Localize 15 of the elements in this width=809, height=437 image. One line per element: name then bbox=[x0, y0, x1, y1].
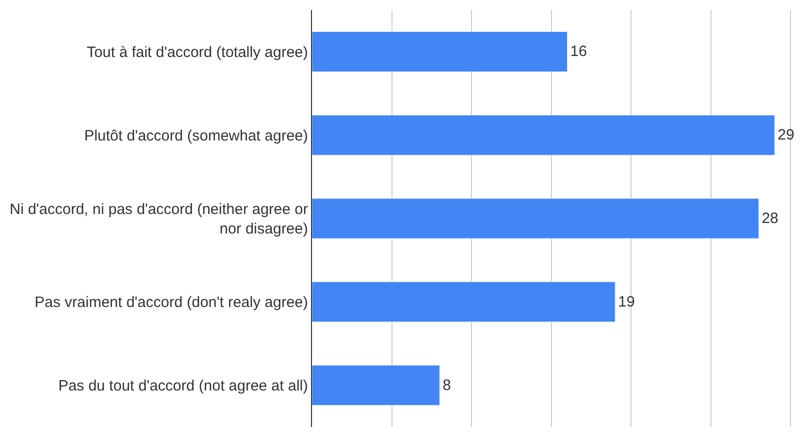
bar bbox=[312, 282, 616, 322]
bar bbox=[312, 114, 775, 156]
data-label: 16 bbox=[570, 43, 587, 60]
data-label: 19 bbox=[618, 293, 635, 310]
bar bbox=[312, 198, 759, 239]
bar bbox=[312, 365, 440, 406]
y-tick-label: Tout à fait d'accord (totally agree) bbox=[86, 44, 308, 61]
y-tick-label: Plutôt d'accord (somewhat agree) bbox=[84, 127, 308, 144]
y-tick-label: Ni d'accord, ni pas d'accord (neither agree or nor disagree) bbox=[10, 201, 308, 238]
y-tick-label: Pas du tout d'accord (not agree at all) bbox=[58, 378, 308, 395]
data-label: 8 bbox=[442, 376, 451, 394]
y-tick-label: Pas vraiment d'accord (don't realy agree) bbox=[34, 294, 308, 312]
bar bbox=[312, 31, 568, 72]
data-label: 28 bbox=[762, 210, 778, 227]
data-label: 29 bbox=[778, 126, 794, 144]
